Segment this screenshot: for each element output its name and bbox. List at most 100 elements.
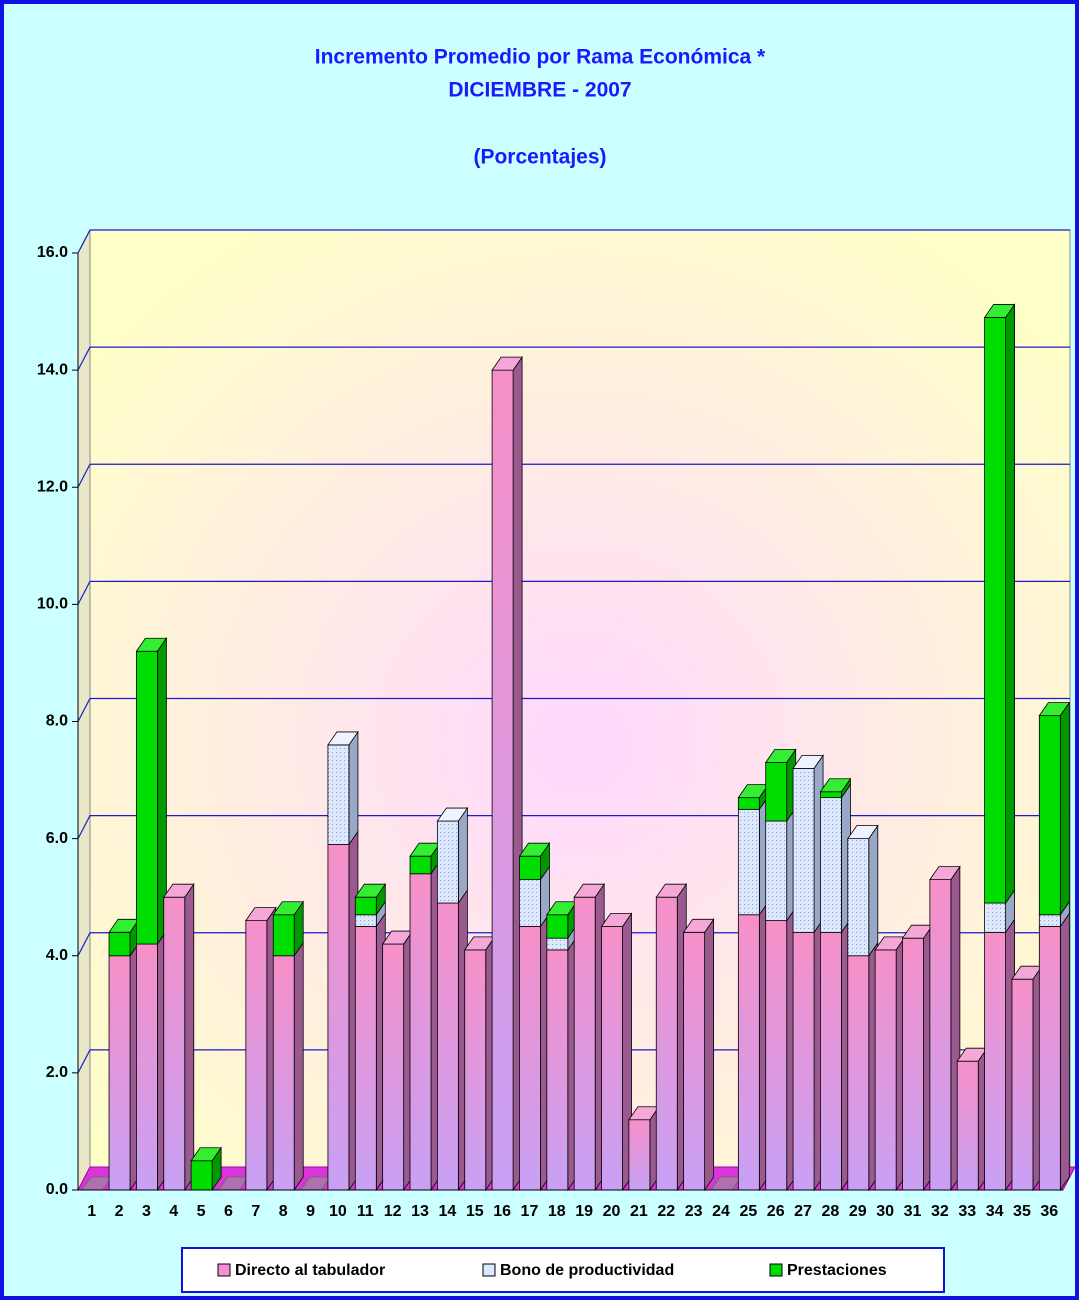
bar-top (518, 842, 551, 857)
x-tick-label: 29 (849, 1203, 867, 1220)
bar-side (184, 882, 195, 1192)
bar-top (929, 866, 961, 881)
units-label: (Porcentajes) (473, 146, 606, 169)
legend-swatch (482, 1263, 496, 1277)
bar-segment (354, 896, 377, 916)
bar-segment (984, 931, 1006, 1191)
bar-segment (820, 797, 842, 933)
bar-segment (409, 855, 432, 875)
bar-segment (984, 317, 1006, 904)
bar-top (600, 913, 633, 927)
grid-line (77, 697, 1070, 722)
bar-side (868, 824, 879, 958)
bar-segment (902, 937, 924, 1191)
bar-segment (1038, 926, 1061, 1191)
x-tick-label: 20 (603, 1203, 621, 1220)
x-tick-label: 2 (115, 1203, 124, 1220)
y-tick-label: 16.0 (37, 244, 68, 261)
bar-segment (409, 873, 432, 1191)
bar-segment (765, 920, 788, 1191)
y-tick-label: 4.0 (46, 947, 68, 964)
bar-segment (272, 955, 295, 1191)
bar-segment (272, 914, 295, 957)
legend-label: Prestaciones (787, 1262, 887, 1279)
x-tick-label: 6 (224, 1203, 233, 1220)
bar-segment (929, 879, 952, 1191)
x-tick-label: 18 (548, 1203, 566, 1220)
x-tick-label: 23 (685, 1203, 703, 1220)
x-tick-label: 32 (931, 1203, 949, 1220)
bar-segment (874, 949, 897, 1191)
x-tick-label: 15 (466, 1203, 484, 1220)
bar-top (819, 778, 852, 793)
x-tick-label: 8 (279, 1203, 288, 1220)
bar-segment (108, 955, 131, 1191)
x-tick-label: 12 (384, 1203, 402, 1220)
x-tick-label: 10 (329, 1203, 347, 1220)
x-tick-label: 33 (958, 1203, 976, 1220)
bar-segment (354, 914, 377, 927)
bar-top (682, 918, 715, 933)
bar-top (491, 356, 523, 371)
legend-label: Bono de productividad (500, 1262, 674, 1279)
bar-side (704, 918, 715, 1192)
y-tick-label: 2.0 (46, 1064, 68, 1081)
bar-segment (245, 920, 268, 1191)
bar-segment (1038, 914, 1061, 927)
bar-top (573, 883, 605, 898)
x-tick-label: 31 (904, 1203, 922, 1220)
bar-top (245, 907, 277, 922)
bar-segment (519, 855, 541, 881)
bar-segment (436, 820, 459, 904)
bar-top (272, 901, 304, 916)
bar-top (327, 731, 359, 746)
y-tick-label: 10.0 (37, 596, 68, 613)
bar-segment (464, 949, 487, 1191)
bar-top (135, 637, 168, 652)
x-tick-label: 21 (630, 1203, 648, 1220)
x-tick-label: 3 (142, 1203, 151, 1220)
y-tick-label: 6.0 (46, 830, 68, 847)
x-tick-label: 17 (521, 1203, 539, 1220)
legend-swatch (217, 1263, 231, 1277)
bar-side (457, 806, 468, 905)
x-tick-label: 11 (357, 1203, 374, 1220)
bar-top (764, 749, 797, 763)
x-tick-label: 24 (712, 1203, 730, 1220)
grid-line (77, 346, 1070, 371)
bar-segment (765, 762, 788, 822)
x-tick-label: 25 (739, 1203, 757, 1220)
x-tick-label: 7 (251, 1203, 260, 1220)
bar-segment (1038, 715, 1061, 916)
bar-segment (847, 838, 870, 957)
bar-side (1059, 912, 1070, 1192)
bar-segment (546, 937, 569, 951)
bar-side (348, 730, 359, 846)
x-tick-label: 22 (657, 1203, 675, 1220)
bar-side (1005, 303, 1015, 905)
bar-segment (327, 744, 350, 845)
x-tick-label: 34 (986, 1203, 1004, 1220)
x-tick-label: 16 (493, 1203, 511, 1220)
bar-segment (354, 926, 377, 1191)
bar-segment (519, 879, 541, 927)
bar-segment (546, 914, 569, 939)
bar-segment (820, 791, 842, 799)
bar-segment (683, 931, 706, 1191)
bar-segment (820, 931, 842, 1191)
legend (181, 1247, 945, 1293)
bar-segment (136, 650, 158, 945)
bar-segment (573, 896, 596, 1191)
x-tick-label: 13 (411, 1203, 429, 1220)
bar-top (847, 825, 879, 840)
bar-segment (1011, 978, 1034, 1191)
bar-side (1059, 701, 1070, 917)
x-tick-label: 26 (767, 1203, 785, 1220)
bar-top (1038, 702, 1071, 717)
grid-line (77, 229, 1070, 254)
bar-top (354, 883, 387, 898)
bar-top (436, 807, 469, 822)
y-tick-label: 0.0 (46, 1181, 68, 1198)
bar-segment (601, 926, 623, 1191)
